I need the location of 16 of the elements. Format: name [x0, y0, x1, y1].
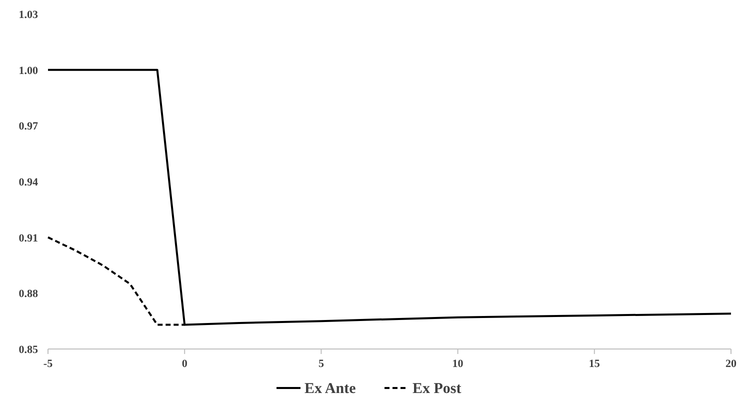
- x-tick-label: 0: [182, 358, 188, 370]
- x-tick-label: 5: [318, 358, 324, 370]
- legend-label: Ex Ante: [304, 381, 356, 397]
- line-series: [47, 68, 732, 326]
- y-tick-label: 0.94: [18, 176, 38, 188]
- x-tick-label: -5: [43, 358, 54, 370]
- y-tick-label: 1.03: [18, 9, 38, 21]
- x-tick-label: 10: [452, 358, 464, 370]
- x-tick-label: 15: [588, 358, 600, 370]
- y-tick-label: 0.91: [18, 232, 38, 244]
- x-tick-label: 20: [726, 358, 737, 370]
- y-tick-label: 0.88: [18, 288, 38, 300]
- y-tick-label: 0.85: [18, 344, 38, 356]
- legend-label: Ex Post: [412, 381, 462, 397]
- y-tick-label: 1.00: [18, 64, 38, 77]
- y-tick-label: 0.97: [18, 120, 38, 133]
